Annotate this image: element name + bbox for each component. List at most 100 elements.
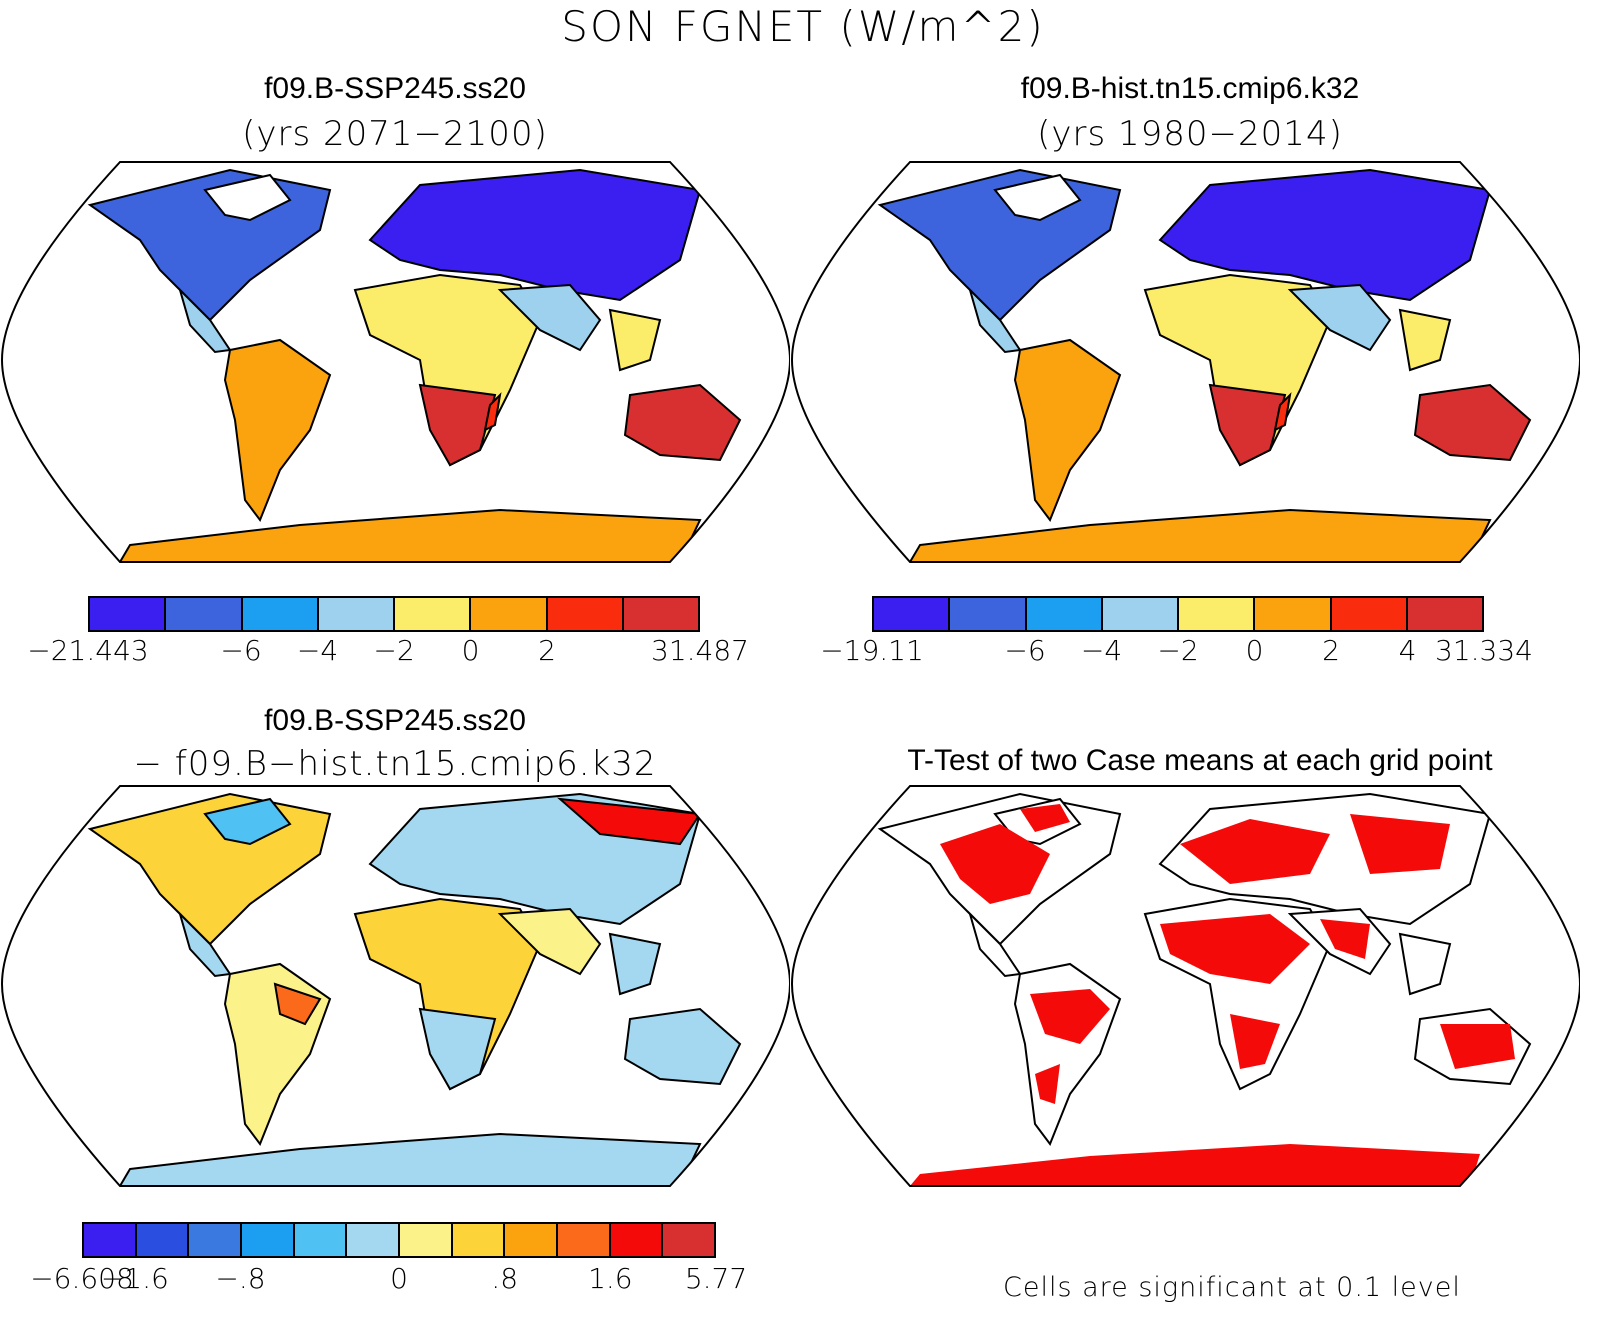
south-america bbox=[1013, 338, 1122, 523]
panel1-tick-label: 0 bbox=[461, 634, 480, 667]
sig-australia bbox=[1440, 1024, 1515, 1069]
panel3-tick-label: 1.6 bbox=[588, 1262, 633, 1295]
panel3-tick-label: −6.608 bbox=[30, 1262, 134, 1295]
panel3-map-boundary bbox=[0, 785, 790, 1187]
panel1-tick-label: −4 bbox=[296, 634, 339, 667]
panel2-tick-label: 2 bbox=[1322, 634, 1340, 667]
panel3-swatch-4 bbox=[294, 1224, 348, 1256]
panel3-swatch-3 bbox=[242, 1224, 295, 1256]
panel3-continents bbox=[87, 792, 742, 1186]
sig-africa-south bbox=[1230, 1014, 1280, 1069]
panel1-swatch-2 bbox=[242, 598, 319, 630]
panel2-map bbox=[790, 161, 1580, 563]
panel4-significant-cells bbox=[910, 804, 1515, 1186]
panel4-title: T-Test of two Case means at each grid po… bbox=[907, 744, 1493, 777]
panel2-subtitle: (yrs 1980−2014) bbox=[1037, 114, 1343, 154]
southeast-asia bbox=[1398, 932, 1452, 996]
panel3-swatch-6 bbox=[400, 1224, 453, 1256]
panel2-tick-label: −4 bbox=[1080, 634, 1123, 667]
panel4-map-boundary bbox=[790, 785, 1580, 1187]
panel2-swatch-2 bbox=[1026, 598, 1103, 630]
arabia-india bbox=[497, 283, 602, 352]
siberia-hotspot bbox=[556, 797, 702, 846]
panel1-map bbox=[0, 161, 790, 563]
greenland bbox=[203, 797, 292, 846]
panel3-tick-label: −1.6 bbox=[100, 1262, 169, 1295]
panel2-swatch-3 bbox=[1102, 598, 1179, 630]
panel2-tick-label: −6 bbox=[1004, 634, 1046, 667]
panel3-swatch-5 bbox=[347, 1224, 401, 1256]
panel3-tick-label: 5.77 bbox=[684, 1262, 748, 1295]
panel3-swatch-8 bbox=[505, 1224, 559, 1256]
panel1-tick-label: −21.443 bbox=[27, 634, 149, 667]
panel2-tick-label: −19.11 bbox=[820, 634, 924, 667]
sig-south-america-2 bbox=[1035, 1064, 1060, 1104]
southeast-asia bbox=[1398, 308, 1452, 372]
panel3-swatch-9 bbox=[558, 1224, 611, 1256]
panel2-tick-label: 4 bbox=[1398, 634, 1417, 667]
panel1-swatch-5 bbox=[471, 598, 548, 630]
sig-north-america bbox=[940, 824, 1050, 904]
panel1-tick-label: −2 bbox=[373, 634, 415, 667]
madagascar bbox=[1273, 392, 1292, 432]
panel3-swatch-10 bbox=[610, 1224, 664, 1256]
panel2-swatch-1 bbox=[950, 598, 1027, 630]
southeast-asia bbox=[608, 308, 662, 372]
sig-asia bbox=[1350, 814, 1450, 874]
panel1-continents bbox=[87, 168, 742, 562]
sig-greenland bbox=[1020, 804, 1070, 832]
panel2-swatch-0 bbox=[874, 598, 951, 630]
southern-africa bbox=[1208, 383, 1287, 467]
antarctica bbox=[118, 1132, 702, 1186]
eurasia bbox=[368, 168, 702, 302]
panel3-swatch-7 bbox=[452, 1224, 506, 1256]
panel3-swatch-2 bbox=[189, 1224, 243, 1256]
australia bbox=[623, 1007, 742, 1086]
panel3-title: f09.B-SSP245.ss20 bbox=[264, 704, 526, 737]
panel2-title: f09.B-hist.tn15.cmip6.k32 bbox=[1020, 72, 1360, 105]
panel1-title: f09.B-SSP245.ss20 bbox=[264, 72, 526, 105]
amazon-hotspot bbox=[273, 982, 322, 1026]
panel1-tick-label: 2 bbox=[538, 634, 556, 667]
sig-south-america bbox=[1030, 989, 1110, 1044]
panel1-swatch-3 bbox=[318, 598, 395, 630]
panel2-map-boundary bbox=[790, 161, 1580, 563]
panel3-swatch-11 bbox=[663, 1224, 715, 1256]
panel3-tick-label: .8 bbox=[491, 1262, 519, 1295]
australia bbox=[623, 383, 742, 462]
panel3-map bbox=[0, 785, 790, 1187]
panel1-map-boundary bbox=[0, 161, 790, 563]
panel3-subtitle: − f09.B−hist.tn15.cmip6.k32 bbox=[133, 744, 657, 784]
panel3-tick-label: 0 bbox=[390, 1262, 408, 1295]
greenland bbox=[993, 173, 1082, 222]
panel2-tick-label: −2 bbox=[1157, 634, 1199, 667]
madagascar bbox=[483, 392, 502, 432]
significance-note: Cells are significant at 0.1 level bbox=[1003, 1272, 1461, 1303]
figure-title: SON FGNET (W/m^2) bbox=[561, 2, 1045, 51]
central-america bbox=[967, 286, 1022, 354]
greenland bbox=[203, 173, 292, 222]
panel1-tick-label: 31.487 bbox=[651, 634, 749, 667]
central-america bbox=[177, 286, 232, 354]
central-america bbox=[177, 910, 232, 978]
central-america bbox=[967, 910, 1022, 978]
panel4-map bbox=[790, 785, 1580, 1187]
sig-antarctica bbox=[910, 1144, 1480, 1186]
sig-india bbox=[1320, 919, 1370, 959]
panel3-swatch-0 bbox=[84, 1224, 137, 1256]
panel2-tick-label: 0 bbox=[1245, 634, 1264, 667]
panel2-swatch-6 bbox=[1331, 598, 1408, 630]
panel1-swatch-1 bbox=[166, 598, 243, 630]
australia bbox=[1413, 383, 1532, 462]
panel1-swatch-4 bbox=[395, 598, 472, 630]
eurasia bbox=[1158, 168, 1492, 302]
panel1-colorbar bbox=[88, 596, 700, 632]
sig-africa bbox=[1160, 914, 1310, 984]
panel3-swatch-1 bbox=[136, 1224, 190, 1256]
panel2-swatch-5 bbox=[1255, 598, 1332, 630]
panel1-swatch-0 bbox=[90, 598, 167, 630]
antarctica bbox=[908, 508, 1492, 562]
panel2-tick-label: 31.334 bbox=[1435, 634, 1533, 667]
panel1-swatch-7 bbox=[623, 598, 698, 630]
panel1-tick-label: −6 bbox=[220, 634, 262, 667]
